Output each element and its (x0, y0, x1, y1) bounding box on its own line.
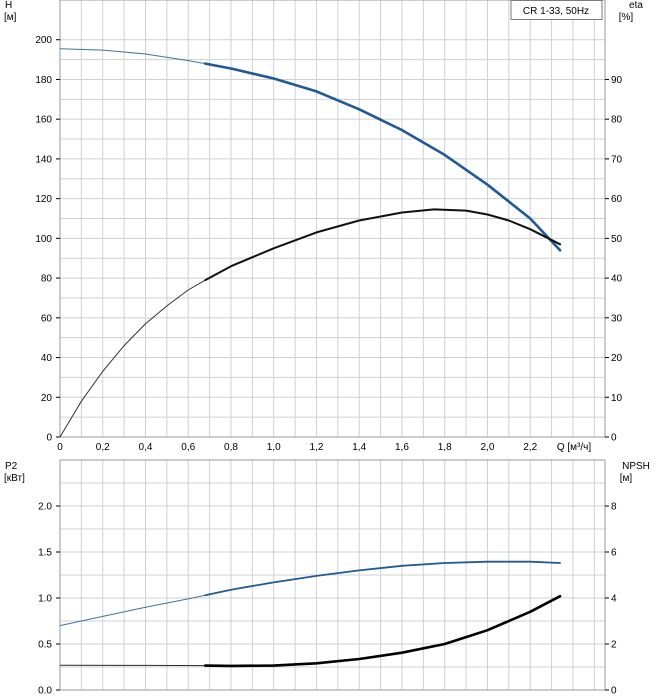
series-0-0-line (204, 62, 562, 252)
x-tick-label: 1,8 (438, 442, 452, 453)
x-tick-label: 0,8 (224, 442, 238, 453)
left-tick-label: 0 (46, 433, 52, 444)
legend-box (510, 0, 603, 20)
x-tick-label: 0,4 (139, 442, 153, 453)
series-1-0-extrapolated-line (59, 594, 206, 627)
left-tick-label: 180 (35, 75, 52, 86)
plot-frame (59, 0, 606, 438)
right-tick-label: 10 (611, 393, 623, 404)
series-0-1-line (204, 208, 562, 282)
x-tick-label: 0,6 (181, 442, 195, 453)
x-tick-label: 2,2 (523, 442, 537, 453)
series-1-1-line (204, 594, 562, 668)
legend-label: CR 1-33, 50Hz (523, 6, 589, 17)
left-tick-label: 60 (41, 313, 53, 324)
left-tick-label: 160 (35, 115, 52, 126)
right-axis-unit: [м] (620, 473, 633, 484)
left-tick-label: 200 (35, 35, 52, 46)
left-tick-label: 140 (35, 154, 52, 165)
x-tick-label: 1,6 (395, 442, 409, 453)
left-tick-label: 1.5 (38, 548, 52, 559)
left-tick-label: 0.5 (38, 640, 52, 651)
right-tick-label: 60 (611, 194, 623, 205)
left-axis-unit: [м] (4, 12, 17, 23)
x-tick-label: 1,4 (352, 442, 366, 453)
left-tick-label: 40 (41, 353, 53, 364)
right-tick-label: 20 (611, 353, 623, 364)
left-tick-label: 80 (41, 274, 53, 285)
left-tick-label: 20 (41, 393, 53, 404)
series-0-1-extrapolated-line (59, 279, 206, 438)
right-tick-label: 30 (611, 313, 623, 324)
x-tick-label: 1,2 (310, 442, 324, 453)
series-1-0-line (204, 560, 561, 597)
left-axis-title: P2 (5, 461, 18, 472)
left-tick-label: 120 (35, 194, 52, 205)
left-tick-label: 0.0 (38, 686, 52, 697)
right-axis-title: NPSH (622, 461, 650, 472)
left-axis-unit: [кВт] (4, 473, 25, 484)
series-0-0-extrapolated-line (59, 48, 206, 65)
left-axis-title: H (5, 0, 12, 11)
left-tick-label: 2.0 (38, 502, 52, 513)
left-tick-label: 1.0 (38, 594, 52, 605)
x-tick-label: 0 (57, 442, 63, 453)
right-tick-label: 90 (611, 75, 623, 86)
right-tick-label: 40 (611, 274, 623, 285)
right-axis-unit: [%] (619, 12, 634, 23)
plot-frame (59, 459, 606, 691)
x-tick-label: 0,2 (96, 442, 110, 453)
right-tick-label: 2 (611, 640, 617, 651)
left-tick-label: 100 (35, 234, 52, 245)
right-tick-label: 80 (611, 115, 623, 126)
right-tick-label: 4 (611, 594, 617, 605)
right-axis-title: eta (629, 0, 643, 11)
right-tick-label: 50 (611, 234, 623, 245)
x-axis-title: Q [м³/ч] (557, 442, 592, 453)
x-tick-label: 1,0 (267, 442, 281, 453)
right-tick-label: 0 (611, 433, 617, 444)
right-tick-label: 0 (611, 686, 617, 697)
right-tick-label: 6 (611, 548, 617, 559)
right-tick-label: 8 (611, 502, 617, 513)
x-tick-label: 2,0 (480, 442, 494, 453)
right-tick-label: 70 (611, 154, 623, 165)
